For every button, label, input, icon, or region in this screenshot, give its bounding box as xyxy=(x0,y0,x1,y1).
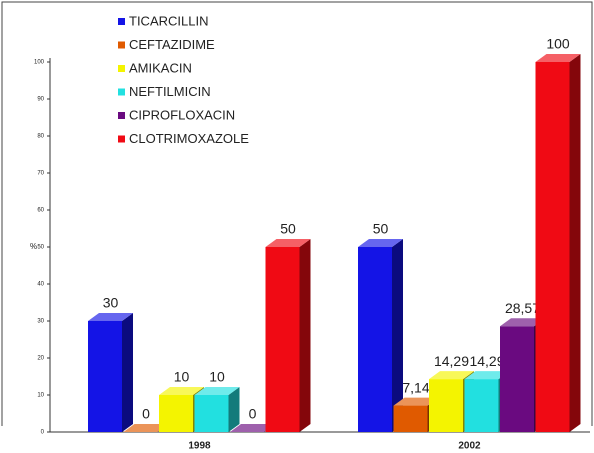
bar xyxy=(464,379,499,432)
bar xyxy=(535,62,570,432)
legend-label: CLOTRIMOXAZOLE xyxy=(129,131,249,146)
bar xyxy=(88,321,122,432)
bar xyxy=(500,326,534,432)
legend-swatch xyxy=(118,65,125,72)
bar xyxy=(159,395,193,432)
y-tick-label: 100 xyxy=(34,60,45,66)
value-label: 14,29 xyxy=(434,353,469,369)
bar-side xyxy=(392,239,403,432)
legend-label: AMIKACIN xyxy=(129,60,192,75)
bar-side xyxy=(569,54,581,432)
value-label: 0 xyxy=(142,406,150,422)
y-tick-label: 20 xyxy=(37,356,44,362)
y-tick-label: 90 xyxy=(37,97,44,103)
legend-label: CEFTAZIDIME xyxy=(129,37,215,52)
value-label: 28,57 xyxy=(505,300,540,316)
y-tick-label: 80 xyxy=(37,134,44,140)
legend-swatch xyxy=(118,135,125,143)
x-tick-label: 2002 xyxy=(458,441,481,452)
value-label: 50 xyxy=(373,221,389,237)
bar-top xyxy=(429,371,474,380)
bar xyxy=(194,395,229,432)
bar-top xyxy=(500,318,545,327)
bar xyxy=(393,405,428,432)
bar-top xyxy=(123,424,169,432)
bar-top xyxy=(358,239,403,247)
legend-swatch xyxy=(118,88,125,96)
value-label: 10 xyxy=(209,369,225,385)
y-tick-label: 50 xyxy=(37,245,44,251)
value-label: 14,29 xyxy=(469,353,504,369)
value-label: 7,14 xyxy=(402,379,429,395)
bar-top xyxy=(535,54,581,62)
bar xyxy=(358,247,392,432)
y-tick-label: 60 xyxy=(37,208,44,214)
bar xyxy=(429,379,463,432)
y-tick-label: 0 xyxy=(41,430,45,436)
legend-swatch xyxy=(118,112,125,119)
frame xyxy=(1,1,593,426)
bar-top xyxy=(159,387,204,395)
value-label: 50 xyxy=(280,221,296,237)
bar-top xyxy=(265,239,311,247)
legend-label: NEFTILMICIN xyxy=(129,84,211,99)
legend-swatch xyxy=(118,41,125,49)
bar-side xyxy=(122,313,133,432)
bar-side xyxy=(228,387,240,432)
y-axis-label: % xyxy=(30,242,37,251)
value-label: 30 xyxy=(103,295,119,311)
bar-top xyxy=(194,387,240,395)
bar-top xyxy=(464,371,510,380)
bar-side xyxy=(299,239,311,432)
value-label: 100 xyxy=(546,36,570,52)
y-tick-label: 40 xyxy=(37,282,44,288)
x-tick-label: 1998 xyxy=(188,441,211,452)
value-label: 10 xyxy=(174,369,190,385)
bar-top xyxy=(230,424,275,432)
bar xyxy=(265,247,300,432)
y-tick-label: 30 xyxy=(37,319,44,325)
bar-top xyxy=(393,397,439,406)
legend-swatch xyxy=(118,18,125,25)
legend-label: TICARCILLIN xyxy=(129,13,208,28)
y-tick-label: 70 xyxy=(37,171,44,177)
y-tick-label: 10 xyxy=(37,393,44,399)
legend-label: CIPROFLOXACIN xyxy=(129,107,235,122)
bar-top xyxy=(88,313,133,321)
value-label: 0 xyxy=(249,406,257,422)
